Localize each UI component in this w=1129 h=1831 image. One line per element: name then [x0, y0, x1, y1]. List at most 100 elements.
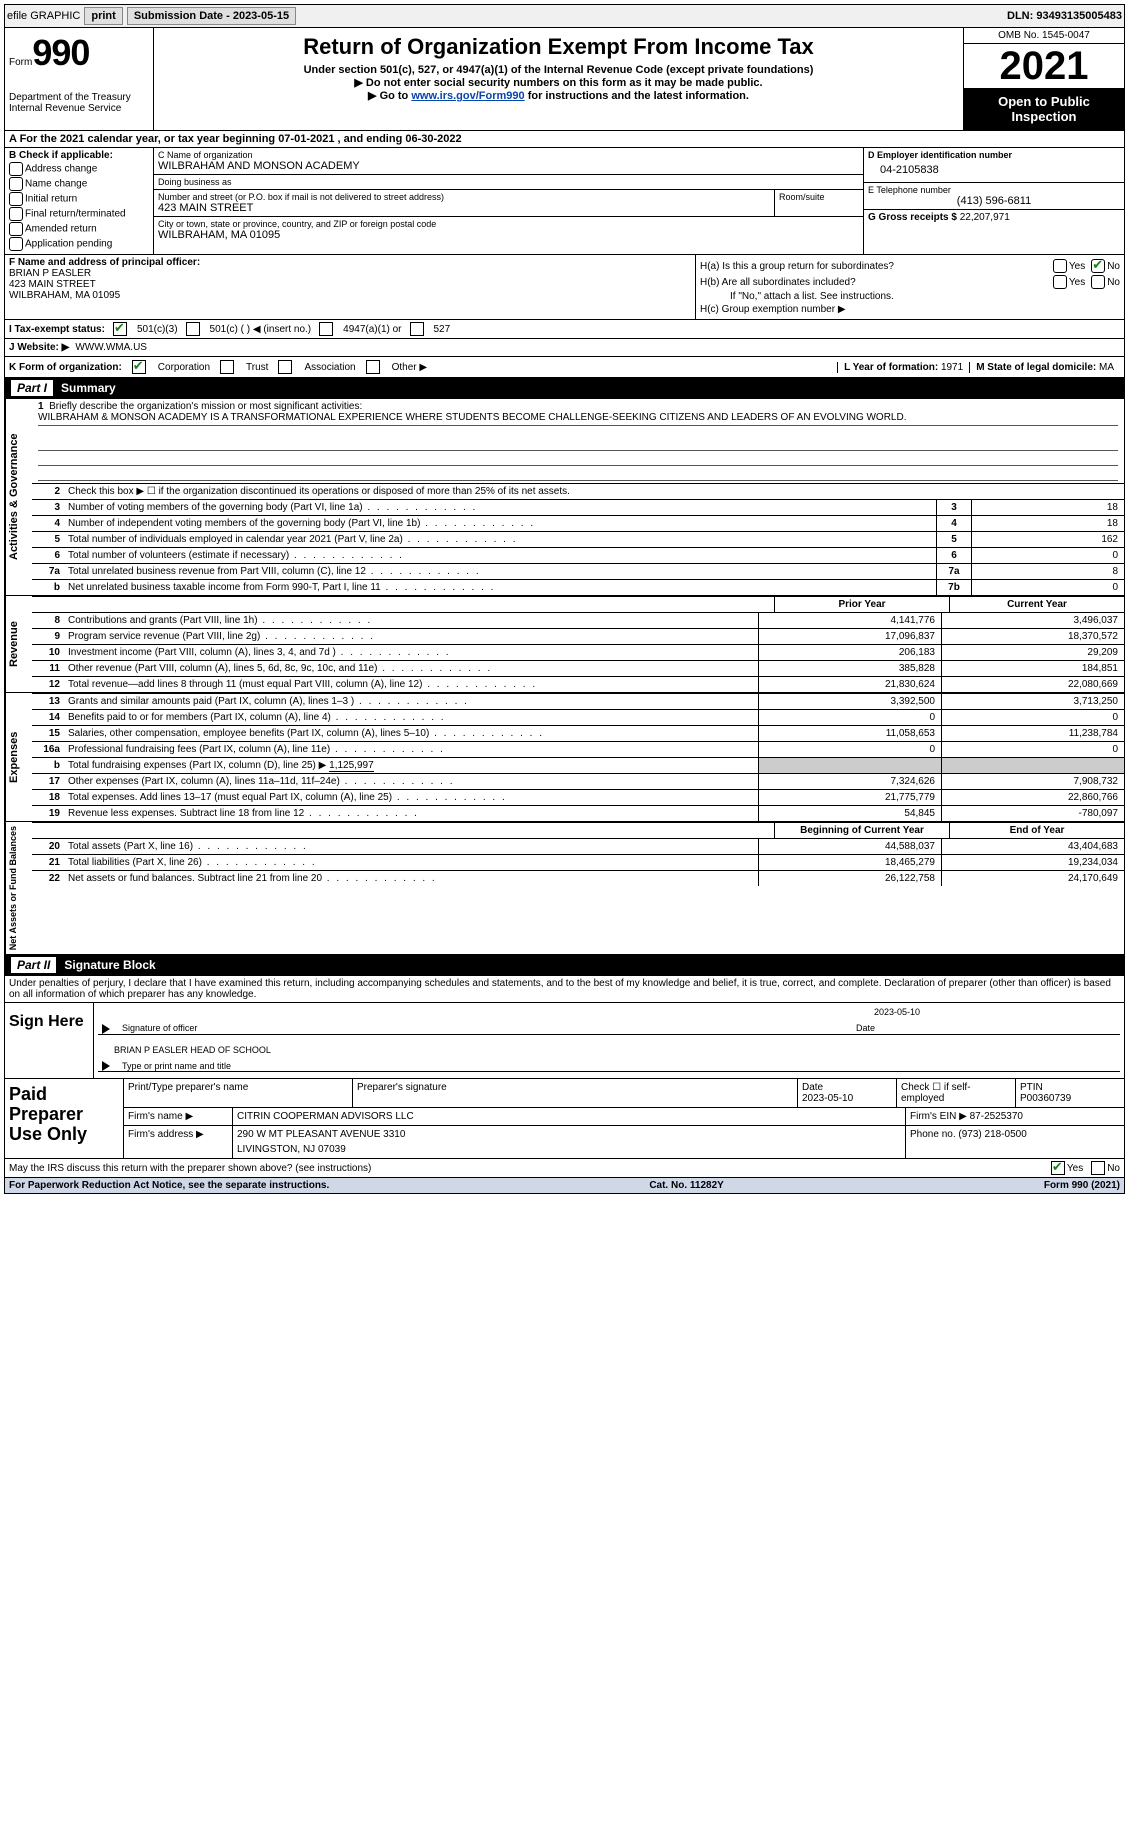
financial-line: 19Revenue less expenses. Subtract line 1…: [32, 805, 1124, 821]
section-f: F Name and address of principal officer:…: [5, 255, 695, 319]
sign-here-block: Sign Here 2023-05-10 Signature of office…: [4, 1003, 1125, 1079]
org-name: WILBRAHAM AND MONSON ACADEMY: [158, 160, 859, 172]
firm-address: 290 W MT PLEASANT AVENUE 3310: [237, 1129, 901, 1140]
chk-discuss-yes[interactable]: [1051, 1161, 1065, 1175]
chk-application-pending[interactable]: Application pending: [9, 237, 149, 251]
fundraising-total: 1,125,997: [329, 760, 374, 772]
officer-name: BRIAN P EASLER: [9, 268, 691, 279]
mission-text: WILBRAHAM & MONSON ACADEMY IS A TRANSFOR…: [38, 412, 1118, 426]
chk-name-change[interactable]: Name change: [9, 177, 149, 191]
chk-initial-return[interactable]: Initial return: [9, 192, 149, 206]
chk-527[interactable]: [410, 322, 424, 336]
governance-section: Activities & Governance 1 Briefly descri…: [4, 399, 1125, 596]
chk-discuss-no[interactable]: [1091, 1161, 1105, 1175]
gov-line: 7aTotal unrelated business revenue from …: [32, 563, 1124, 579]
year-formation: 1971: [941, 362, 963, 373]
print-button[interactable]: print: [84, 7, 122, 25]
revenue-section: Revenue Prior Year Current Year 8Contrib…: [4, 596, 1125, 693]
chk-trust[interactable]: [220, 360, 234, 374]
triangle-icon: [102, 1024, 110, 1034]
side-label-expenses: Expenses: [5, 693, 32, 821]
triangle-icon: [102, 1061, 110, 1071]
chk-corporation[interactable]: [132, 360, 146, 374]
chk-501c3[interactable]: [113, 322, 127, 336]
form-note-ssn: ▶ Do not enter social security numbers o…: [162, 76, 955, 89]
financial-line: 17Other expenses (Part IX, column (A), l…: [32, 773, 1124, 789]
tax-exempt-status: I Tax-exempt status: 501(c)(3) 501(c) ( …: [4, 320, 1125, 339]
chk-association[interactable]: [278, 360, 292, 374]
gov-line: 3Number of voting members of the governi…: [32, 499, 1124, 515]
website-row: J Website: ▶ WWW.WMA.US: [4, 339, 1125, 357]
gov-line: 6Total number of volunteers (estimate if…: [32, 547, 1124, 563]
ein: 04-2105838: [868, 160, 1120, 180]
section-c: C Name of organization WILBRAHAM AND MON…: [154, 148, 863, 254]
section-d: D Employer identification number 04-2105…: [863, 148, 1124, 254]
officer-group-block: F Name and address of principal officer:…: [4, 255, 1125, 320]
line-16b: b Total fundraising expenses (Part IX, c…: [32, 757, 1124, 773]
form-note-link: ▶ Go to www.irs.gov/Form990 for instruct…: [162, 89, 955, 102]
dept-label: Department of the Treasury: [9, 92, 149, 103]
chk-hb-no[interactable]: [1091, 275, 1105, 289]
row-a-period: A For the 2021 calendar year, or tax yea…: [4, 131, 1125, 148]
website-url: WWW.WMA.US: [75, 342, 147, 353]
chk-address-change[interactable]: Address change: [9, 162, 149, 176]
part-1-header: Part I Summary: [4, 378, 1125, 399]
paid-preparer-block: Paid Preparer Use Only Print/Type prepar…: [4, 1079, 1125, 1159]
section-b: B Check if applicable: Address change Na…: [5, 148, 154, 254]
line-2: 2 Check this box ▶ ☐ if the organization…: [32, 483, 1124, 499]
part-2-header: Part II Signature Block: [4, 955, 1125, 976]
efile-label: efile GRAPHIC: [7, 10, 80, 22]
chk-501c[interactable]: [186, 322, 200, 336]
irs-link[interactable]: www.irs.gov/Form990: [411, 90, 524, 102]
chk-final-return[interactable]: Final return/terminated: [9, 207, 149, 221]
form-subtitle: Under section 501(c), 527, or 4947(a)(1)…: [162, 64, 955, 76]
financial-line: 22Net assets or fund balances. Subtract …: [32, 870, 1124, 886]
financial-line: 18Total expenses. Add lines 13–17 (must …: [32, 789, 1124, 805]
form-number: Form990: [9, 32, 149, 74]
top-toolbar: efile GRAPHIC print Submission Date - 20…: [4, 4, 1125, 28]
paperwork-footer: For Paperwork Reduction Act Notice, see …: [4, 1178, 1125, 1194]
financial-line: 9Program service revenue (Part VIII, lin…: [32, 628, 1124, 644]
sign-date: 2023-05-10: [98, 1007, 1120, 1017]
chk-other[interactable]: [366, 360, 380, 374]
dln-label: DLN: 93493135005483: [1007, 10, 1122, 22]
officer-city: WILBRAHAM, MA 01095: [9, 290, 691, 301]
sign-here-label: Sign Here: [5, 1003, 94, 1078]
chk-4947[interactable]: [319, 322, 333, 336]
gov-line: 5Total number of individuals employed in…: [32, 531, 1124, 547]
city-state-zip: WILBRAHAM, MA 01095: [158, 229, 859, 241]
financial-line: 16aProfessional fundraising fees (Part I…: [32, 741, 1124, 757]
financial-line: 12Total revenue—add lines 8 through 11 (…: [32, 676, 1124, 692]
side-label-revenue: Revenue: [5, 596, 32, 692]
side-label-net-assets: Net Assets or Fund Balances: [5, 822, 32, 954]
financial-line: 10Investment income (Part VIII, column (…: [32, 644, 1124, 660]
submission-date-label: Submission Date - 2023-05-15: [127, 7, 296, 25]
chk-hb-yes[interactable]: [1053, 275, 1067, 289]
ptin: P00360739: [1020, 1093, 1071, 1104]
chk-ha-no[interactable]: [1091, 259, 1105, 273]
open-public-badge: Open to Public Inspection: [964, 88, 1124, 130]
expenses-section: Expenses 13Grants and similar amounts pa…: [4, 693, 1125, 822]
firm-name: CITRIN COOPERMAN ADVISORS LLC: [233, 1108, 906, 1125]
state-domicile: MA: [1099, 362, 1114, 373]
street-address: 423 MAIN STREET: [158, 202, 770, 214]
chk-ha-yes[interactable]: [1053, 259, 1067, 273]
financial-line: 15Salaries, other compensation, employee…: [32, 725, 1124, 741]
firm-city: LIVINGSTON, NJ 07039: [237, 1144, 901, 1155]
mission-block: 1 Briefly describe the organization's mi…: [32, 399, 1124, 483]
financial-line: 11Other revenue (Part VIII, column (A), …: [32, 660, 1124, 676]
prep-date: 2023-05-10: [802, 1093, 853, 1104]
financial-line: 8Contributions and grants (Part VIII, li…: [32, 612, 1124, 628]
irs-label: Internal Revenue Service: [9, 103, 149, 114]
financial-line: 13Grants and similar amounts paid (Part …: [32, 693, 1124, 709]
net-col-headers: Beginning of Current Year End of Year: [32, 822, 1124, 838]
financial-line: 21Total liabilities (Part X, line 26)18,…: [32, 854, 1124, 870]
tax-year: 2021: [964, 44, 1124, 88]
financial-line: 20Total assets (Part X, line 16)44,588,0…: [32, 838, 1124, 854]
firm-phone: (973) 218-0500: [958, 1129, 1026, 1140]
chk-amended-return[interactable]: Amended return: [9, 222, 149, 236]
omb-number: OMB No. 1545-0047: [964, 28, 1124, 44]
revenue-col-headers: Prior Year Current Year: [32, 596, 1124, 612]
form-of-org-row: K Form of organization: Corporation Trus…: [4, 357, 1125, 378]
gross-receipts: 22,207,971: [960, 212, 1010, 223]
